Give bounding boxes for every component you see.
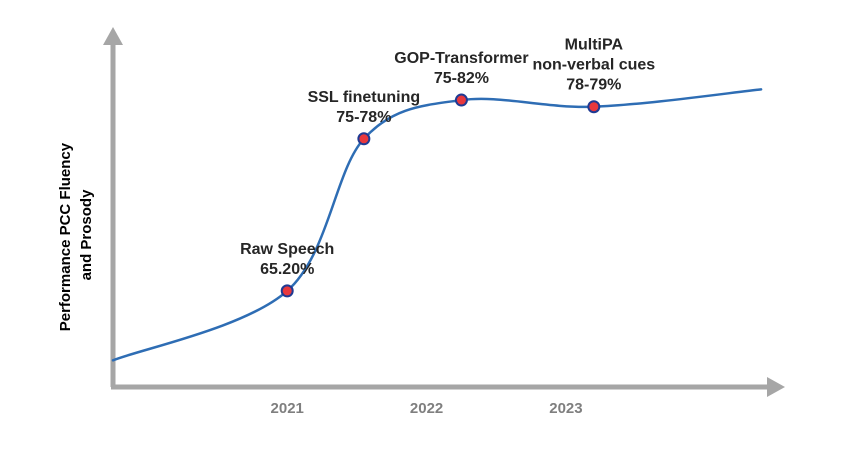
svg-text:Performance PCC Fluency: Performance PCC Fluency and Prosody	[57, 139, 95, 332]
data-point-label-line: GOP-Transformer	[394, 50, 528, 67]
data-point-marker	[357, 132, 371, 146]
x-tick-label: 2021	[271, 400, 304, 417]
x-tick-label: 2023	[549, 400, 582, 417]
data-point-label: SSL finetuning 75-78%	[308, 89, 421, 126]
data-point-label: MultiPA non-verbal cues 78-79%	[532, 37, 655, 94]
data-point-label-line: 65.20%	[260, 261, 314, 278]
y-axis-label-line-2: and Prosody	[78, 189, 95, 281]
x-tick-label: 2022	[410, 400, 443, 417]
axes	[103, 27, 785, 397]
data-point-label: GOP-Transformer 75-82%	[394, 50, 528, 87]
y-axis-arrowhead	[103, 27, 123, 45]
data-point-marker	[587, 100, 601, 114]
data-point-label-line: 75-78%	[336, 109, 391, 126]
series-line	[111, 88, 763, 362]
data-point-label-line: non-verbal cues	[532, 57, 655, 74]
data-point-label-line: Raw Speech	[240, 241, 334, 258]
data-point-label-line: 78-79%	[566, 77, 621, 94]
data-point-label-line: 75-82%	[434, 70, 489, 87]
data-point-label: Raw Speech 65.20%	[240, 241, 334, 278]
data-point-marker	[454, 93, 468, 107]
data-point-label-line: MultiPA	[565, 37, 624, 54]
data-points	[280, 93, 601, 298]
data-point-label-line: SSL finetuning	[308, 89, 421, 106]
x-axis-arrowhead	[767, 377, 785, 397]
y-axis-label: Performance PCC Fluency and Prosody	[57, 139, 95, 332]
data-point-marker	[280, 284, 294, 298]
y-axis-label-line-1: Performance PCC Fluency	[57, 142, 74, 331]
x-tick-labels: 2021 2022 2023	[271, 400, 583, 417]
series-group	[111, 88, 763, 362]
annotations: Raw Speech 65.20% SSL finetuning 75-78% GOP-…	[240, 37, 655, 278]
